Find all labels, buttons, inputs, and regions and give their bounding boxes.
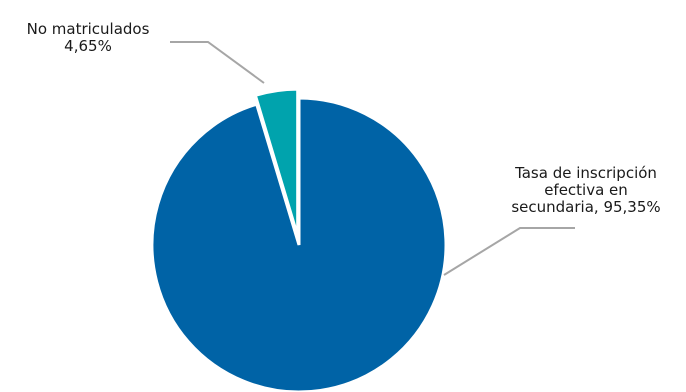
data-label-line: No matriculados: [27, 20, 150, 38]
data-label-line: Tasa de inscripción: [514, 164, 657, 182]
data-labels: No matriculados 4,65% Tasa de inscripción e…: [27, 20, 661, 216]
pie-slice-tasa-inscripcion: [150, 96, 448, 392]
leader-lines: [170, 41, 575, 276]
pie-slice-no-matriculados: [253, 87, 300, 237]
leader-line-1: [443, 227, 575, 276]
leader-line-0: [170, 41, 265, 84]
data-label-line: 4,65%: [64, 37, 112, 55]
pie-slices: [150, 87, 448, 392]
data-label-no-matriculados: No matriculados 4,65%: [27, 20, 150, 55]
data-label-tasa-inscripcion: Tasa de inscripción efectiva en secundaria…: [511, 164, 660, 216]
data-label-line: efectiva en: [544, 181, 628, 199]
data-label-line: secundaria, 95,35%: [511, 198, 660, 216]
